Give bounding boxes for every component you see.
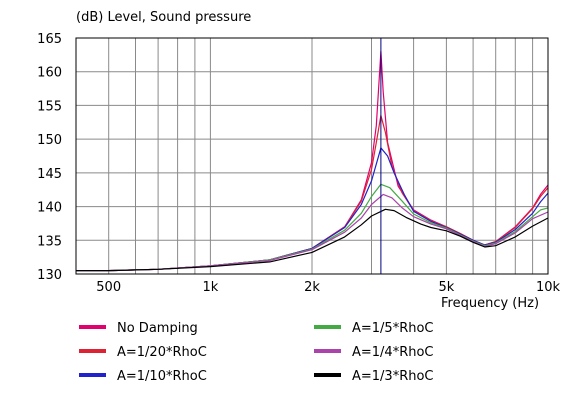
legend-label: A=1/3*RhoC: [352, 369, 434, 384]
y-axis-ticks: 130 135 140 145 150 155 160 165: [37, 32, 62, 283]
y-tick-label: 140: [37, 201, 62, 216]
x-tick-label: 2k: [304, 280, 320, 295]
legend-label: A=1/10*RhoC: [117, 369, 207, 384]
chart-title: (dB) Level, Sound pressure: [76, 10, 251, 25]
legend-item: A=1/4*RhoC: [314, 345, 434, 360]
y-tick-label: 130: [37, 268, 62, 283]
grid: [76, 38, 548, 274]
y-tick-label: 155: [37, 99, 62, 114]
legend-label: A=1/5*RhoC: [352, 321, 434, 336]
legend-item: A=1/10*RhoC: [79, 369, 207, 384]
y-tick-label: 160: [37, 66, 62, 81]
legend-swatch: [314, 373, 341, 377]
legend-swatch: [79, 349, 106, 353]
x-tick-label: 500: [96, 280, 121, 295]
legend-swatch: [314, 325, 341, 329]
legend-item: No Damping: [79, 321, 198, 336]
legend-item: A=1/5*RhoC: [314, 321, 434, 336]
legend-swatch: [79, 325, 106, 329]
x-axis-ticks: 500 1k 2k 5k 10k: [96, 280, 560, 295]
x-tick-label: 1k: [202, 280, 218, 295]
legend-label: A=1/4*RhoC: [352, 345, 434, 360]
legend-label: A=1/20*RhoC: [117, 345, 207, 360]
y-tick-label: 135: [37, 234, 62, 249]
legend-item: A=1/20*RhoC: [79, 345, 207, 360]
y-tick-label: 165: [37, 32, 62, 47]
legend-item: A=1/3*RhoC: [314, 369, 434, 384]
series-line: [76, 193, 549, 272]
legend-label: No Damping: [117, 321, 198, 336]
x-tick-label: 10k: [536, 280, 561, 295]
legend: No Damping A=1/20*RhoC A=1/10*RhoC A=1/5*Rh…: [79, 321, 434, 384]
plot-frame: [75, 37, 549, 275]
series-line: [76, 208, 549, 272]
legend-swatch: [314, 349, 341, 353]
y-tick-label: 150: [37, 133, 62, 148]
legend-swatch: [79, 373, 106, 377]
series-layer: [76, 38, 549, 274]
x-axis-label: Frequency (Hz): [441, 296, 539, 311]
y-tick-label: 145: [37, 167, 62, 182]
x-tick-label: 5k: [438, 280, 454, 295]
